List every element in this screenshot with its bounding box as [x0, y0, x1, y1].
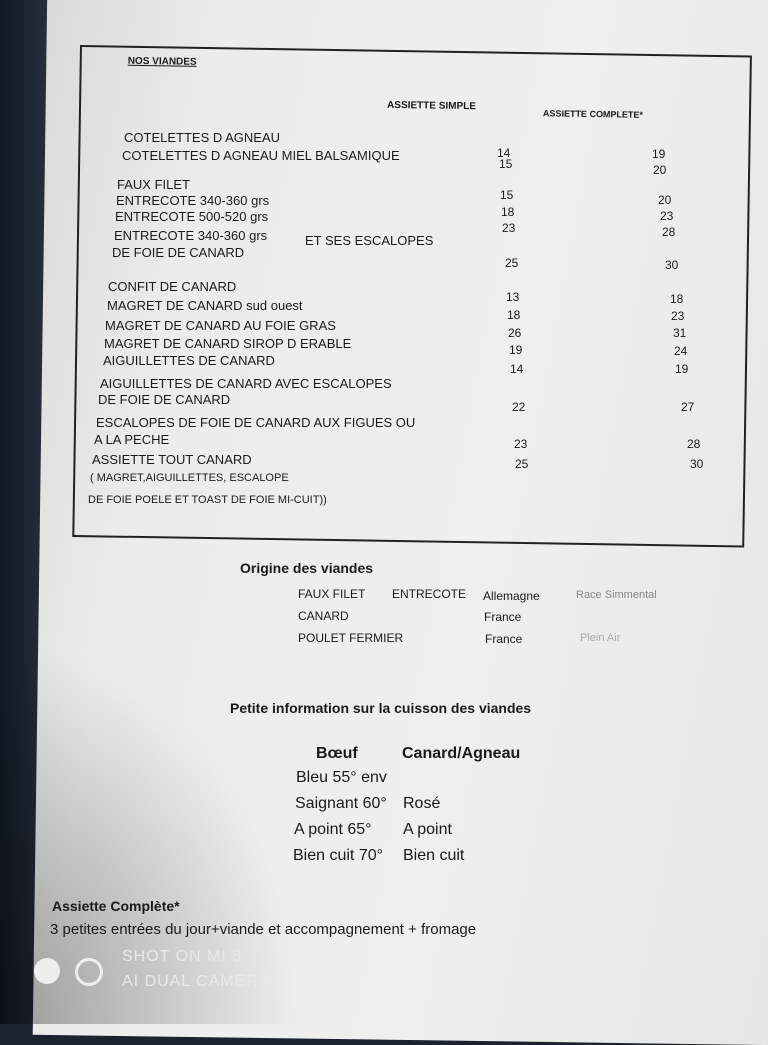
price-simple: 22	[512, 400, 526, 414]
watermark-line1: SHOT ON MI 8	[122, 948, 243, 965]
cooking-duck-lamb: A point	[403, 821, 452, 838]
origin-meat: FAUX FILET	[298, 587, 366, 601]
menu-item-name: FAUX FILET	[117, 177, 190, 192]
cooking-header-beef: Bœuf	[316, 745, 358, 762]
price-complete: 23	[660, 209, 674, 223]
menu-item-name: MAGRET DE CANARD sud ouest	[107, 298, 303, 313]
origin-title: Origine des viandes	[240, 560, 374, 576]
price-simple: 13	[506, 290, 520, 304]
menu-item-name: ENTRECOTE 340-360 grs	[116, 193, 270, 208]
origin-note: Race Simmental	[576, 589, 657, 601]
menu-item-name: AIGUILLETTES DE CANARD AVEC ESCALOPES	[100, 376, 392, 391]
price-simple: 25	[505, 256, 519, 270]
menu-item-name: COTELETTES D AGNEAU	[124, 130, 281, 145]
menu-item-name: MAGRET DE CANARD AU FOIE GRAS	[105, 318, 336, 333]
menu-item-name: ESCALOPES DE FOIE DE CANARD AUX FIGUES O…	[96, 415, 416, 430]
menu-item-name: AIGUILLETTES DE CANARD	[103, 353, 275, 368]
menu-item-name-line2: DE FOIE DE CANARD	[98, 392, 231, 407]
price-complete: 30	[690, 457, 704, 471]
menu-item-name: MAGRET DE CANARD SIROP D ERABLE	[104, 336, 352, 351]
origin-meat: POULET FERMIER	[298, 631, 404, 645]
footer-text: 3 petites entrées du jour+viande et acco…	[50, 921, 477, 938]
price-complete: 19	[652, 147, 666, 161]
price-complete: 20	[653, 163, 667, 177]
cooking-header-duck-lamb: Canard/Agneau	[402, 745, 521, 762]
origin-country: France	[484, 610, 522, 624]
price-simple: 14	[497, 146, 511, 160]
price-complete: 27	[681, 400, 695, 414]
price-complete: 28	[662, 225, 676, 239]
price-complete: 28	[687, 437, 701, 451]
camera-ring-icon	[75, 958, 103, 986]
price-complete: 30	[665, 258, 679, 272]
price-complete: 24	[674, 344, 688, 358]
origin-meat: ENTRECOTE	[392, 587, 467, 601]
cooking-title: Petite information sur la cuisson des vi…	[230, 700, 532, 716]
menu-item-name: ASSIETTE TOUT CANARD	[92, 452, 252, 467]
price-complete: 19	[675, 362, 689, 376]
price-simple: 26	[508, 326, 522, 340]
price-complete: 20	[658, 193, 672, 207]
price-simple: 23	[514, 437, 528, 451]
footer-title: Assiette Complète*	[52, 898, 180, 914]
price-simple: 15	[500, 188, 514, 202]
menu-item-name: ENTRECOTE 500-520 grs	[115, 209, 269, 224]
price-simple: 23	[502, 221, 516, 235]
menu-item-name: CONFIT DE CANARD	[108, 279, 237, 294]
menu-item-name-line3: DE FOIE POELE ET TOAST DE FOIE MI-CUIT))	[88, 494, 327, 506]
menu-item-name-line2: ( MAGRET,AIGUILLETTES, ESCALOPE	[90, 472, 289, 484]
price-complete: 23	[671, 309, 685, 323]
price-simple: 18	[507, 308, 521, 322]
price-simple: 14	[510, 362, 524, 376]
menu-item-name-line2: DE FOIE DE CANARD	[112, 245, 245, 260]
cooking-duck-lamb: Bien cuit	[403, 847, 465, 864]
cooking-duck-lamb: Rosé	[403, 795, 441, 812]
price-simple: 18	[501, 205, 515, 219]
price-simple: 15	[499, 157, 513, 171]
watermark-line2: AI DUAL CAMERA	[122, 973, 271, 990]
price-simple: 19	[509, 343, 523, 357]
column-header-simple: ASSIETTE SIMPLE	[387, 99, 477, 113]
price-complete: 31	[673, 326, 687, 340]
section-title: NOS VIANDES	[127, 55, 197, 68]
origin-country: France	[485, 632, 523, 646]
menu-item-extra: ET SES ESCALOPES	[305, 233, 434, 248]
price-complete: 18	[670, 292, 684, 306]
price-simple: 25	[515, 457, 529, 471]
cooking-beef: Bien cuit 70°	[293, 847, 384, 864]
menu-item-name: COTELETTES D AGNEAU MIEL BALSAMIQUE	[122, 148, 400, 163]
menu-item-name: ENTRECOTE 340-360 grs	[114, 228, 268, 243]
origin-meat: CANARD	[298, 609, 349, 623]
column-header-complete: ASSIETTE COMPLETE*	[542, 108, 644, 120]
cooking-beef: Bleu 55° env	[296, 769, 387, 786]
origin-country: Allemagne	[483, 589, 540, 603]
menu-item-name-line2: A LA PECHE	[94, 432, 170, 447]
cooking-beef: Saignant 60°	[295, 795, 387, 812]
cooking-beef: A point 65°	[294, 821, 372, 838]
origin-note: Plein Air	[580, 632, 621, 644]
camera-dot-icon	[34, 958, 60, 984]
